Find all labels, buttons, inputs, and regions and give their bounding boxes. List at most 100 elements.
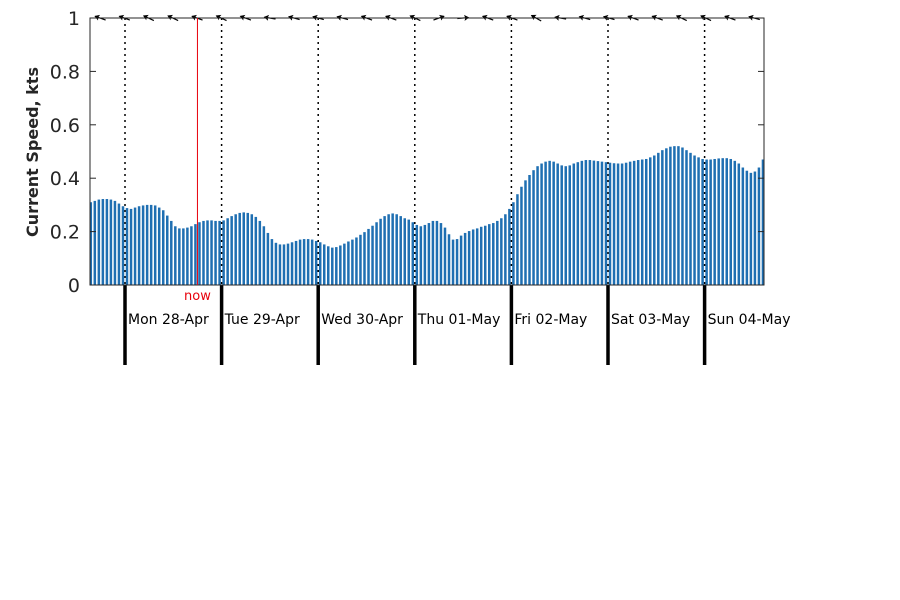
bar xyxy=(97,199,101,285)
bar xyxy=(665,148,668,285)
bar xyxy=(741,167,745,285)
arrow-head xyxy=(385,14,391,21)
bar xyxy=(685,150,688,285)
bar xyxy=(673,146,676,285)
arrow-head xyxy=(439,14,445,21)
bar xyxy=(681,147,684,285)
bar xyxy=(230,216,233,285)
bar xyxy=(363,232,366,285)
bar xyxy=(661,150,664,285)
bar xyxy=(512,202,515,285)
bar xyxy=(488,224,491,285)
bar xyxy=(677,146,680,285)
bar xyxy=(733,160,737,285)
bar xyxy=(520,186,523,285)
bar xyxy=(294,240,298,285)
bar xyxy=(475,228,479,285)
bar xyxy=(157,207,161,285)
bar xyxy=(105,199,109,285)
arrow-head xyxy=(142,14,149,21)
day-label: Thu 01-May xyxy=(417,312,501,328)
bar xyxy=(628,161,632,285)
arrow-head xyxy=(191,14,197,21)
bar xyxy=(190,226,193,285)
bar xyxy=(556,163,559,285)
bar xyxy=(532,170,535,285)
day-labels: Mon 28-Apr Tue 29-Apr Wed 30-Apr Thu 01-May… xyxy=(128,312,791,328)
bar xyxy=(347,241,350,285)
bar xyxy=(274,242,278,285)
bar xyxy=(335,247,338,285)
bar xyxy=(129,208,133,285)
bar xyxy=(202,220,205,285)
bar xyxy=(653,155,656,285)
y-tick-label: 0.8 xyxy=(50,61,80,83)
bar xyxy=(343,243,346,285)
bar xyxy=(161,210,165,285)
bar xyxy=(640,159,644,285)
bar xyxy=(427,223,431,285)
bar xyxy=(576,162,580,285)
y-tick-label: 0 xyxy=(68,275,80,297)
bar xyxy=(314,240,318,285)
bar xyxy=(479,226,483,285)
bar xyxy=(548,160,551,285)
bar xyxy=(327,246,330,285)
now-label: now xyxy=(184,289,211,304)
arrow-head xyxy=(118,14,125,21)
bar xyxy=(117,203,121,285)
bar xyxy=(186,227,189,285)
bar xyxy=(278,244,282,285)
bar xyxy=(524,180,527,285)
bar xyxy=(463,232,467,285)
bar-series xyxy=(89,146,765,285)
bar xyxy=(584,160,588,285)
arrow-head xyxy=(481,14,488,21)
bar xyxy=(395,214,398,285)
bar xyxy=(359,234,362,285)
bar xyxy=(226,218,229,285)
arrow-head xyxy=(724,14,730,21)
bar xyxy=(705,159,708,285)
bar xyxy=(500,218,503,285)
y-axis-ticks: 0 0.2 0.4 0.6 0.8 1 xyxy=(50,8,764,297)
bar xyxy=(632,160,636,285)
bar xyxy=(178,228,181,285)
bar xyxy=(266,232,270,285)
bar xyxy=(93,200,97,285)
bar xyxy=(608,162,612,285)
bar xyxy=(508,208,511,285)
bar xyxy=(302,239,306,285)
bar xyxy=(258,220,262,285)
bar xyxy=(540,163,543,285)
plot-frame xyxy=(89,17,765,286)
day-label: Sun 04-May xyxy=(708,312,791,328)
bar xyxy=(174,226,177,285)
bar xyxy=(588,160,592,285)
bar xyxy=(483,225,487,285)
bar xyxy=(725,158,728,285)
bar xyxy=(717,158,720,285)
bar xyxy=(238,212,241,285)
arrow-head xyxy=(651,14,658,21)
bar xyxy=(616,163,620,285)
bar xyxy=(757,167,761,285)
bar xyxy=(443,227,447,285)
bar xyxy=(467,231,471,285)
bar xyxy=(415,224,419,285)
bar xyxy=(270,239,274,285)
bar xyxy=(496,220,499,285)
bar xyxy=(435,220,439,285)
bar xyxy=(113,200,117,285)
bar xyxy=(133,207,137,285)
bar xyxy=(290,242,294,285)
day-label: Wed 30-Apr xyxy=(321,312,403,328)
bar xyxy=(568,165,572,285)
bar xyxy=(657,152,660,285)
bar xyxy=(89,202,93,285)
day-label: Tue 29-Apr xyxy=(224,312,300,328)
arrow-head xyxy=(627,14,633,21)
bar xyxy=(310,239,314,285)
y-axis-label: Current Speed, kts xyxy=(23,67,42,237)
